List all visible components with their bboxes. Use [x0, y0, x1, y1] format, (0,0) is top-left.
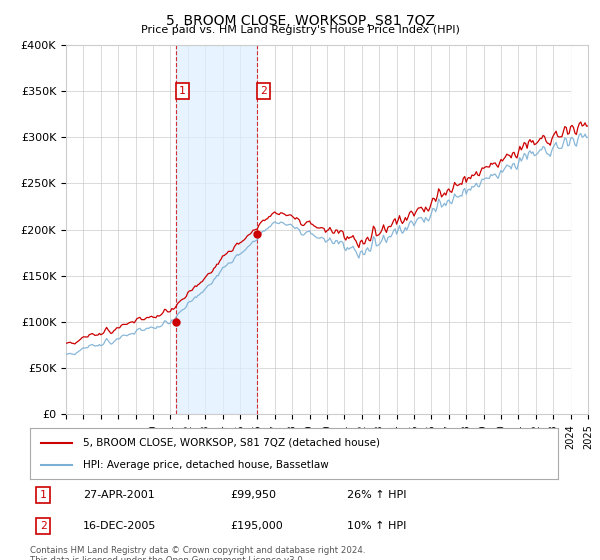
Bar	[571, 45, 588, 414]
Text: Contains HM Land Registry data © Crown copyright and database right 2024.
This d: Contains HM Land Registry data © Crown c…	[30, 546, 365, 560]
Text: 10% ↑ HPI: 10% ↑ HPI	[347, 521, 406, 531]
Text: HPI: Average price, detached house, Bassetlaw: HPI: Average price, detached house, Bass…	[83, 460, 329, 470]
Text: 1: 1	[179, 86, 186, 96]
Text: 2: 2	[260, 86, 267, 96]
Text: Price paid vs. HM Land Registry's House Price Index (HPI): Price paid vs. HM Land Registry's House …	[140, 25, 460, 35]
Text: £99,950: £99,950	[230, 490, 277, 500]
Text: 2: 2	[40, 521, 47, 531]
Text: 5, BROOM CLOSE, WORKSOP, S81 7QZ (detached house): 5, BROOM CLOSE, WORKSOP, S81 7QZ (detach…	[83, 437, 380, 447]
Bar	[176, 45, 257, 414]
Text: 26% ↑ HPI: 26% ↑ HPI	[347, 490, 406, 500]
Text: £195,000: £195,000	[230, 521, 283, 531]
Text: 5, BROOM CLOSE, WORKSOP, S81 7QZ: 5, BROOM CLOSE, WORKSOP, S81 7QZ	[166, 14, 434, 28]
Text: 16-DEC-2005: 16-DEC-2005	[83, 521, 156, 531]
Text: 1: 1	[40, 490, 47, 500]
Text: 27-APR-2001: 27-APR-2001	[83, 490, 155, 500]
